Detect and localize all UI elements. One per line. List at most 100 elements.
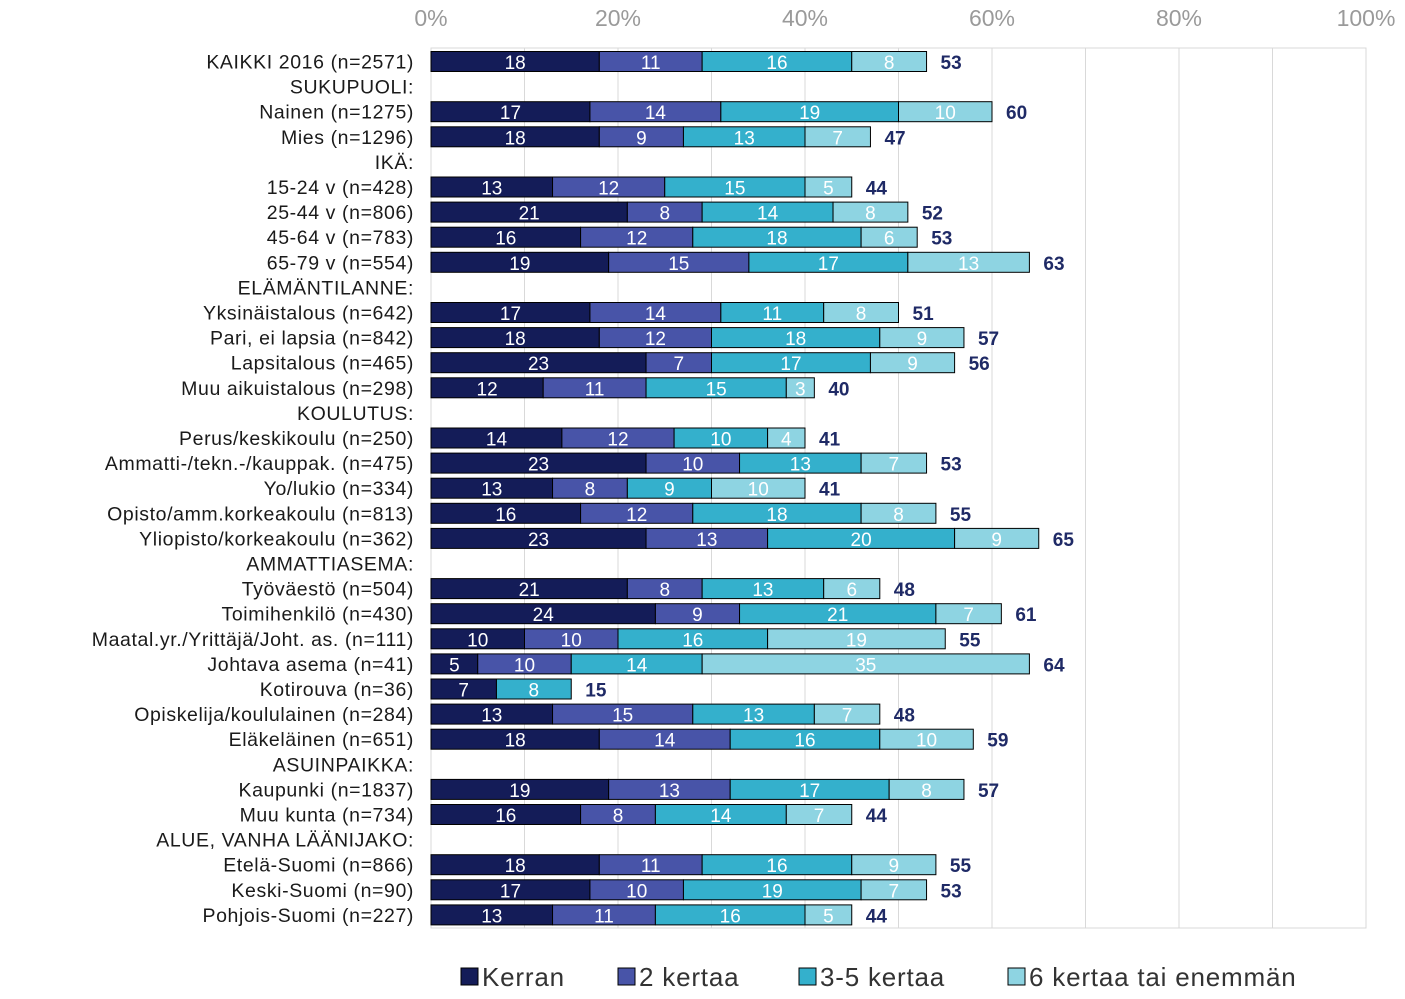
bar-row: 13 15 13 7 48 — [430, 703, 915, 727]
x-tick-label: 80% — [1156, 5, 1202, 31]
segment-value-label: 13 — [481, 480, 502, 501]
segment-value-label: 15 — [706, 379, 727, 400]
segment-value-label: 18 — [505, 128, 526, 149]
category-label: KAIKKI 2016 (n=2571) — [206, 52, 414, 74]
segment-value-label: 8 — [865, 204, 876, 225]
bar-row: 21 8 13 6 48 — [430, 578, 915, 601]
bar-row: 18 11 16 9 55 — [430, 854, 971, 877]
segment-value-label: 13 — [734, 128, 755, 149]
row-total-label: 56 — [969, 354, 990, 375]
segment-value-label: 5 — [449, 655, 460, 676]
bar-segment — [804, 176, 853, 198]
bar-segment — [804, 126, 871, 148]
segment-value-label: 8 — [585, 480, 596, 501]
bar-segment — [907, 251, 1030, 273]
row-total-label: 64 — [1043, 655, 1065, 676]
segment-value-label: 8 — [529, 681, 540, 702]
category-label: Maatal.yr./Yrittäjä/Joht. as. (n=111) — [92, 629, 414, 651]
row-total-label: 57 — [978, 329, 999, 350]
category-label: Kaupunki (n=1837) — [238, 779, 414, 801]
bar-segment — [888, 778, 965, 800]
bar-row: 17 14 19 10 60 — [430, 101, 1027, 124]
bar-row: 19 13 17 8 57 — [430, 778, 999, 802]
segment-value-label: 17 — [780, 354, 801, 375]
row-total-label: 65 — [1053, 530, 1075, 551]
bar-segment — [785, 377, 815, 399]
category-label: 65-79 v (n=554) — [267, 252, 414, 274]
legend-item: 3-5 kertaa — [798, 962, 944, 992]
segment-value-label: 12 — [598, 179, 619, 200]
row-total-label: 57 — [978, 781, 999, 802]
segment-value-label: 18 — [505, 856, 526, 877]
bar-segment — [785, 804, 853, 825]
segment-value-label: 12 — [477, 379, 498, 400]
segment-value-label: 18 — [505, 53, 526, 74]
legend-item: Kerran — [460, 962, 564, 992]
segment-value-label: 7 — [673, 354, 684, 375]
segment-value-label: 7 — [889, 881, 900, 902]
bar-segment — [804, 904, 853, 926]
segment-value-label: 20 — [851, 530, 872, 551]
segment-value-label: 16 — [495, 229, 516, 250]
bar-segment — [851, 854, 937, 876]
category-label: 25-44 v (n=806) — [267, 202, 414, 224]
category-label: 15-24 v (n=428) — [267, 177, 414, 199]
category-label: Mies (n=1296) — [281, 127, 414, 149]
segment-value-label: 14 — [626, 655, 648, 676]
bar-row: 19 15 17 13 63 — [430, 251, 1065, 275]
segment-value-label: 7 — [814, 806, 825, 827]
segment-value-label: 8 — [856, 304, 867, 325]
bar-segment — [823, 302, 900, 323]
x-tick-label: 60% — [969, 5, 1015, 31]
category-label: Muu aikuistalous (n=298) — [181, 378, 414, 400]
bar-row: 13 12 15 5 44 — [430, 176, 887, 200]
segment-value-label: 7 — [458, 681, 469, 702]
row-total-label: 48 — [894, 706, 915, 727]
row-total-label: 53 — [941, 455, 962, 476]
segment-value-label: 10 — [748, 480, 769, 501]
x-tick-label: 40% — [782, 5, 828, 31]
row-total-label: 63 — [1043, 254, 1064, 275]
bar-row: 21 8 14 8 52 — [430, 201, 943, 225]
segment-value-label: 19 — [846, 630, 867, 651]
segment-value-label: 16 — [682, 630, 703, 651]
segment-value-label: 6 — [846, 580, 857, 601]
category-label: Yksinäistalous (n=642) — [203, 303, 414, 325]
segment-value-label: 9 — [889, 856, 900, 877]
segment-value-label: 11 — [641, 856, 661, 877]
legend-swatch — [1007, 967, 1026, 986]
segment-value-label: 16 — [495, 806, 516, 827]
segment-value-label: 8 — [921, 781, 932, 802]
group-header-label: KOULUTUS: — [297, 403, 414, 425]
segment-value-label: 7 — [963, 605, 974, 626]
segment-value-label: 10 — [467, 630, 488, 651]
segment-value-label: 5 — [823, 179, 834, 200]
category-label: Keski-Suomi (n=90) — [231, 880, 414, 902]
segment-value-label: 13 — [481, 179, 502, 200]
segment-value-label: 11 — [594, 906, 614, 927]
category-label: Etelä-Suomi (n=866) — [223, 855, 414, 877]
bar-segment — [869, 352, 956, 374]
segment-value-label: 10 — [514, 655, 535, 676]
row-total-label: 59 — [987, 731, 1008, 752]
group-header-label: SUKUPUOLI: — [290, 77, 414, 99]
segment-value-label: 8 — [893, 505, 904, 526]
category-label: Eläkeläinen (n=651) — [229, 729, 414, 751]
segment-value-label: 21 — [519, 580, 540, 601]
segment-value-label: 18 — [766, 229, 787, 250]
bar-row: 16 12 18 6 53 — [430, 226, 952, 250]
bar-segment — [711, 477, 806, 499]
segment-value-label: 15 — [724, 179, 745, 200]
bar-segment — [495, 678, 572, 700]
bar-row: 5 10 14 35 64 — [430, 653, 1065, 676]
segment-value-label: 14 — [710, 806, 732, 827]
row-total-label: 41 — [819, 430, 841, 451]
segment-value-label: 11 — [585, 379, 605, 400]
bar-row: 10 10 16 19 55 — [430, 628, 981, 651]
category-label: Ammatti-/tekn.-/kauppak. (n=475) — [105, 453, 414, 475]
x-tick-label: 0% — [414, 5, 447, 31]
legend-swatch — [798, 967, 817, 986]
